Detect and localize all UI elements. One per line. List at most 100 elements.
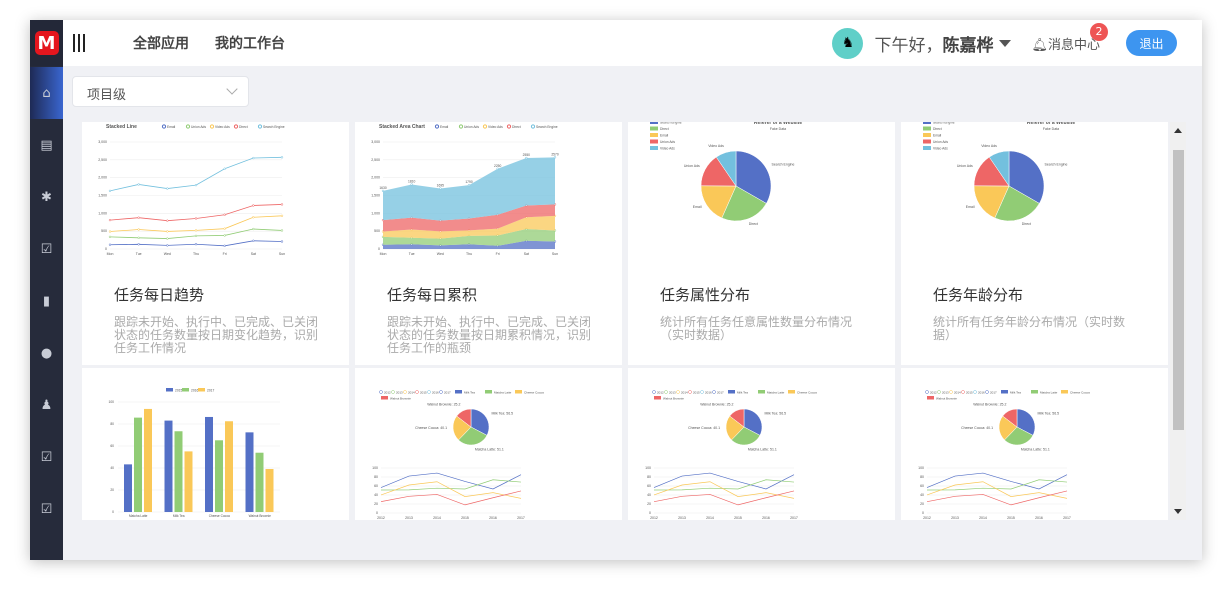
slice-label: Matcha Latte: 51.1 [475,448,504,452]
legend-marker [415,390,419,394]
report-card[interactable]: 2012 2013 2014 2015 2016 2017 Milk Tea Matcha L… [628,368,895,520]
card-title: 任务每日趋势 [114,286,205,304]
legend-marker [712,390,716,394]
chart-thumbnail: 2012 2013 2014 2015 2016 2017 Milk Tea Matcha L… [918,390,1090,519]
legend-label: Walnut Brownie [936,396,957,400]
legend-label: Milk Tea [464,390,475,394]
legend-swatch [1031,390,1038,394]
sidebar-item-report[interactable]: ▮ [30,275,63,327]
x-tick-label: 2013 [678,516,686,519]
legend-label: 2013 [669,390,676,394]
data-label: 2570 [551,152,559,156]
legend-label: Matcha Latte [494,390,512,394]
scroll-up-icon[interactable] [1174,128,1182,133]
scroll-down-icon[interactable] [1174,509,1182,514]
slice-label: Video Ads [981,144,997,148]
data-point [166,230,169,233]
clipboard-check-icon: ☑ [40,449,53,465]
chart-title: Referer of a Website [1027,122,1075,126]
pie-slice [988,150,1010,187]
legend-label: Matcha Latte [1040,390,1058,394]
report-card[interactable]: 2012 2013 2014 2015 2016 2017 Milk Tea Matcha L… [355,368,622,520]
legend-label: Video Ads [660,147,675,151]
y-tick-label: 80 [647,475,651,479]
card-description: 跟踪未开始、执行中、已完成、已关闭状态的任务数量按日期变化趋势，识别任务工作情况 [114,315,319,355]
data-label: 1810 [408,179,416,183]
slice-label: Direct [1022,222,1031,226]
report-card[interactable]: Referer of a Website Fake Data Search Engi… [901,122,1168,365]
chart-thumbnail: 2012 2013 2014 2015 2016 2017 Milk Tea Matcha L… [372,390,544,519]
legend-marker [652,390,656,394]
report-card[interactable]: Stacked Area Chart Email Union Ads Video Ad… [355,122,622,365]
report-card[interactable]: Stacked Line Email Union Ads Video Ads Direc… [82,122,349,365]
avatar[interactable]: ♞ [832,27,864,59]
legend-marker [949,390,953,394]
scrollbar[interactable] [1170,122,1186,520]
chevron-down-icon [226,83,238,95]
report-card[interactable]: Referer of a Website Fake Data Search Engi… [628,122,895,365]
card-title: 任务每日累积 [387,286,478,304]
chart-title: Referer of a Website [754,122,802,126]
report-card[interactable]: 2015 2016 2017 0 20 40 60 80 100 Matcha Latte Milk… [82,368,349,520]
data-point [223,213,226,216]
nav-all-apps[interactable]: 全部应用 [133,36,189,52]
legend-label: 2015 [693,390,700,394]
pie-slice [731,426,761,446]
legend-swatch [515,390,522,394]
sidebar-item-task-3[interactable]: ☑ [30,483,63,535]
legend-marker [379,390,383,394]
legend-label: 2017 [207,389,215,393]
pie-slice [700,185,737,219]
legend-marker [700,390,704,394]
y-tick-label: 40 [110,466,114,470]
message-center[interactable]: 🔔︎消息中心 2 [1031,22,1108,53]
bar [184,451,193,512]
pie-slice [1002,408,1018,428]
logout-button[interactable]: 退出 [1126,30,1177,56]
report-card[interactable]: 2012 2013 2014 2015 2016 2017 Milk Tea Matcha L… [901,368,1168,520]
level-select[interactable]: 项目级 [72,76,249,107]
scrollbar-thumb[interactable] [1173,150,1184,430]
data-point [194,234,198,238]
sidebar-item-task-2[interactable]: ☑ [30,431,63,483]
user-name[interactable]: 陈嘉桦 [942,35,994,56]
legend-label: Email [440,125,449,129]
logo[interactable]: M [30,20,63,66]
sidebar-item-user[interactable]: ♟ [30,379,63,431]
sidebar-item-globe[interactable]: ● [30,327,63,379]
data-point [137,216,140,219]
bar [255,452,264,512]
legend-swatch [923,133,931,137]
pie-slice [973,185,1010,219]
legend-marker [439,390,443,394]
legend-label: 2016 [978,390,985,394]
data-point [108,218,112,222]
avatar-icon: ♞ [841,35,855,51]
data-point [166,219,169,222]
data-point [252,204,255,207]
y-tick-label: 0 [378,247,380,251]
data-point [439,187,442,190]
legend-marker [676,390,680,394]
caret-down-icon[interactable] [999,39,1012,47]
sidebar-item-home[interactable]: ⌂ [30,67,63,119]
x-tick-label: Wed [437,252,444,256]
x-tick-label: 2016 [489,516,497,519]
line-series [380,490,522,506]
sidebar-item-task[interactable]: ☑ [30,223,63,275]
x-tick-label: 2017 [790,516,798,519]
card-description: 统计所有任务任意属性数量分布情况（实时数据） [660,315,853,342]
legend-label: Email [660,134,669,138]
sidebar-item-document[interactable]: ▤ [30,119,63,171]
legend-label: 2017 [990,390,997,394]
slice-label: Cheese Cocoa: 40.1 [961,426,993,430]
x-tick-label: 2016 [1035,516,1043,519]
menu-toggle-icon[interactable] [73,34,85,52]
chart-thumbnail: 2015 2016 2017 0 20 40 60 80 100 Matcha Latte Milk… [108,388,280,518]
sidebar-item-bug[interactable]: ✱ [30,171,63,223]
legend-swatch [1001,390,1008,394]
nav-my-workbench[interactable]: 我的工作台 [215,36,285,52]
data-point [137,243,140,246]
x-tick-label: 2017 [1063,516,1071,519]
x-tick-label: Mon [380,252,387,256]
